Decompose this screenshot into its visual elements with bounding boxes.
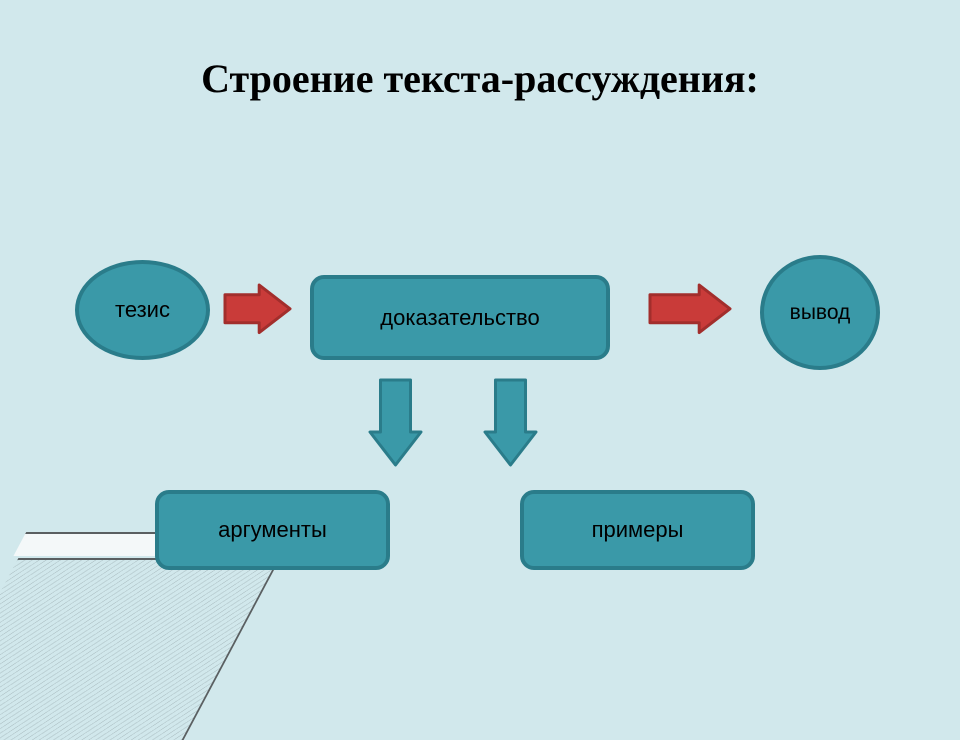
node-conclusion: вывод	[760, 255, 880, 370]
arrow-proof-to-examples	[485, 380, 536, 465]
node-conclusion-label: вывод	[790, 301, 851, 325]
arrow-thesis-to-proof	[225, 285, 290, 333]
node-proof-label: доказательство	[380, 305, 539, 331]
arrow-proof-to-conclusion	[650, 285, 730, 333]
arrow-proof-to-arguments	[370, 380, 421, 465]
node-examples: примеры	[520, 490, 755, 570]
node-examples-label: примеры	[592, 517, 684, 543]
node-proof: доказательство	[310, 275, 610, 360]
node-arguments-label: аргументы	[218, 517, 327, 543]
slide-title: Строение текста-рассуждения:	[0, 55, 960, 102]
corner-decoration	[0, 558, 280, 740]
node-thesis-label: тезис	[115, 297, 170, 323]
node-thesis: тезис	[75, 260, 210, 360]
node-arguments: аргументы	[155, 490, 390, 570]
